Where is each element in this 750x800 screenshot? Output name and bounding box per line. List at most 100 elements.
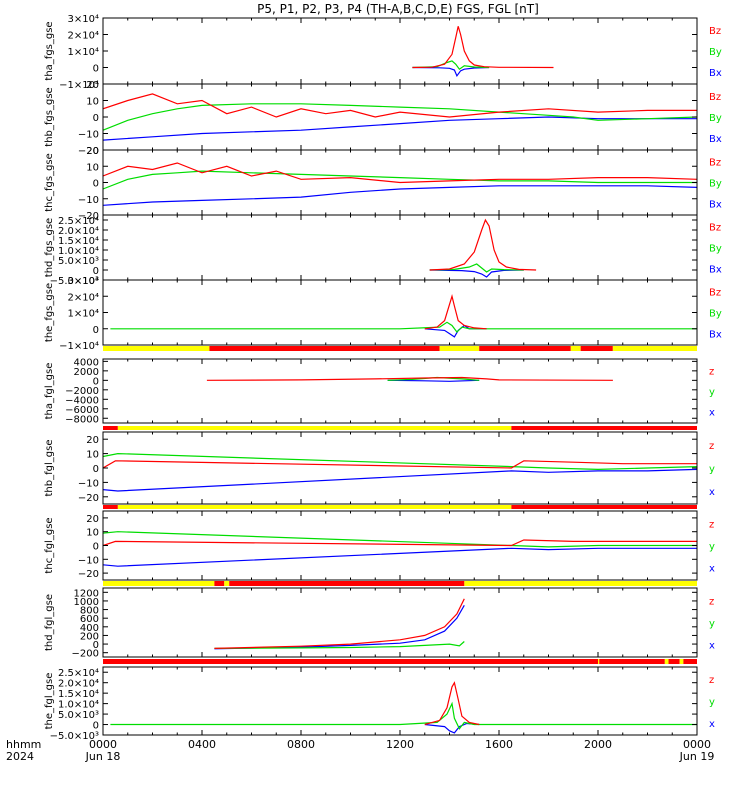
y-tick-label: 1.5×10⁴ [58,689,99,700]
flag-segment-red [668,659,680,664]
y-tick-label: 20 [86,146,99,157]
series-group [206,376,613,382]
x-tick-label: 0000 [89,738,117,751]
legend-By: By [709,47,722,58]
series-the_fgs-Bz [424,294,487,330]
flag-segment-yellow [224,581,230,586]
y-tick-label: 400 [80,623,99,634]
y-axis-label: thd_fgs_gse [44,218,55,277]
y-axis-label: thc_fgl_gse [44,517,55,573]
legend-x: x [709,719,715,730]
flag-segment-yellow [570,346,581,351]
legend-Bx: Bx [709,68,722,79]
series-thc_fgs-Bx [103,185,697,206]
flag-segment-red [209,346,440,351]
date-label: Jun 19 [679,750,715,763]
legend-Bx: Bx [709,199,722,210]
series-thc_fgs-Bz [103,162,697,184]
panel-frame [102,431,698,505]
series-thd_fgl-x [214,605,465,650]
y-tick-label: −10 [78,555,99,566]
y-tick-label: 0 [93,64,99,75]
y-tick-label: 2.5×10⁴ [58,668,99,679]
y-tick-label: 0 [93,179,99,190]
y-tick-label: −6000 [65,405,99,416]
y-tick-label: 1.0×10⁴ [58,700,99,711]
y-tick-label: 0 [93,376,99,387]
y-tick-label: 3×10⁴ [68,276,99,287]
x-tick-label: 0000 [683,738,711,751]
series-thb_fgs-Bx [103,116,697,141]
y-tick-label: −20 [78,569,99,580]
x-tick-label: 1200 [386,738,414,751]
y-axis-label: the_fgl_gse [44,673,55,730]
series-group [103,93,697,141]
legend-By: By [709,244,722,255]
series-thb_fgs-By [103,103,697,131]
y-tick-label: 1000 [74,597,99,608]
series-thc_fgs-By [103,170,697,190]
flag-segment-red [580,346,613,351]
y-tick-label: 5.0×10³ [58,710,99,721]
legend-Bz: Bz [709,158,721,169]
flag-segment-yellow [612,346,697,351]
panel-thc_fgs: 20 10 0 −10 −20 thc_fgs_gse Bz By Bx [44,146,722,222]
panel-thd_fgs: 2.5×10⁴2.0×10⁴1.5×10⁴1.0×10⁴5.0×10³0−5.0… [44,214,722,287]
flag-segment-yellow [598,659,600,664]
x-tick-label: 0800 [287,738,315,751]
legend-z: z [709,675,714,686]
y-tick-label: 2.0×10⁴ [58,679,99,690]
y-tick-label: 0 [93,721,99,732]
y-axis-label: tha_fgl_gse [44,363,55,420]
series-thd_fgs-Bx [429,269,524,278]
legend-y: y [709,697,715,708]
flag-segment-yellow [439,346,480,351]
y-tick-label: 0 [93,113,99,124]
y-tick-label: −10 [78,478,99,489]
panel-frame [102,214,698,281]
flag-segment-yellow [117,426,512,430]
y-tick-label: −5.0×10³ [50,731,99,742]
flag-segment-yellow [103,581,215,586]
legend-y: y [709,542,715,553]
panel-frame [102,17,698,85]
y-tick-label: 1200 [74,588,99,599]
series-thb_fgl-x [103,468,697,492]
legend-By: By [709,309,722,320]
flag-segment-red [103,426,118,430]
panel-thb_fgl: 20 10 0 −10 −20 thb_fgl_gse z y x [44,426,715,505]
series-thb_fgl-y [103,452,697,471]
flag-segment-yellow [103,346,210,351]
series-tha_fgl-z [206,376,613,381]
plot-title: P5, P1, P2, P3, P4 (TH-A,B,C,D,E) FGS, F… [257,2,539,16]
series-the_fgl-x [424,722,480,734]
y-tick-label: 0 [93,464,99,475]
flag-segment-red [599,659,665,664]
y-tick-label: −5.0×10³ [50,276,99,287]
y-axis-label: thd_fgl_gse [44,594,55,651]
y-tick-label: 600 [80,614,99,625]
y-tick-label: −10 [78,195,99,206]
legend-y: y [709,387,715,398]
panel-the_fgl: 2.5×10⁴2.0×10⁴1.5×10⁴1.0×10⁴5.0×10³0−5.0… [44,659,715,742]
series-group [110,294,697,338]
legend-y: y [709,464,715,475]
series-group [412,26,554,77]
legend-x: x [709,487,715,498]
y-tick-label: −4000 [65,395,99,406]
y-tick-label: −2000 [65,386,99,397]
y-tick-label: 0 [93,640,99,651]
series-group [429,218,537,278]
panel-the_fgs: 3×10⁴ 2×10⁴ 1×10⁴ 0 −1×10⁴ the_fgs_gse Bz By Bx [44,276,722,352]
flag-segment-yellow [464,581,697,586]
series-tha_fgs-Bz [412,26,554,69]
legend-Bx: Bx [709,329,722,340]
legend-y: y [709,619,715,630]
legend-Bz: Bz [709,223,721,234]
y-tick-label: −20 [78,211,99,222]
panel-frame [102,83,698,151]
series-the_fgl-z [424,681,480,726]
